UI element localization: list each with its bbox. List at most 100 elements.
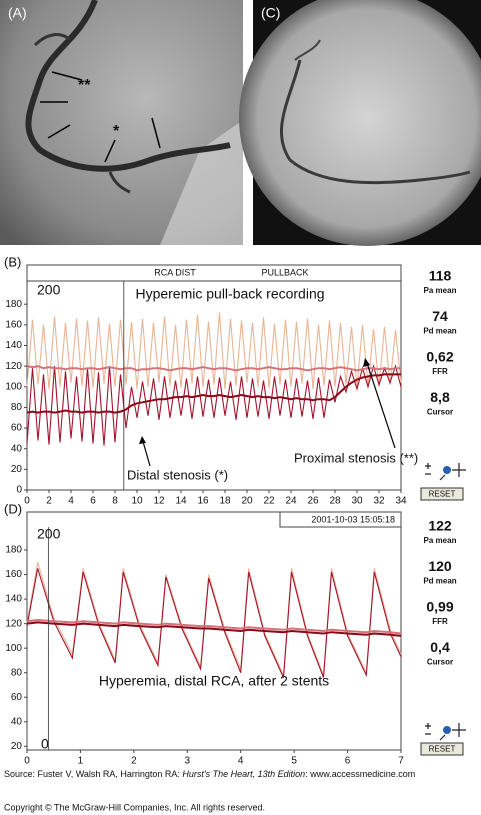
y-tick-label: 20: [11, 741, 23, 752]
x-tick-label: 10: [131, 496, 143, 507]
y-tick-label: 140: [5, 594, 22, 605]
readout-value: 0,4: [430, 639, 450, 655]
pressure-line: [26, 364, 402, 446]
y-tick-label: 80: [11, 402, 23, 413]
x-tick-label: 4: [68, 496, 74, 507]
x-tick-label: 28: [329, 496, 341, 507]
pressure-line: [26, 562, 402, 676]
readout-label: Pa mean: [424, 286, 457, 295]
annotation: Proximal stenosis (**): [294, 450, 418, 465]
header-text: PULLBACK: [261, 267, 308, 277]
y-tick-label: 40: [11, 443, 23, 454]
reset-label: RESET: [429, 745, 456, 754]
readout-label: Pd mean: [423, 327, 456, 336]
pressure-line: [26, 618, 402, 635]
x-tick-label: 2: [46, 496, 52, 507]
x-tick-label: 18: [219, 496, 231, 507]
panel-label: (C): [261, 5, 280, 21]
annotation: Distal stenosis (*): [127, 467, 228, 482]
reset-button[interactable]: [420, 487, 464, 501]
annotation-arrow: [365, 359, 396, 449]
y-tick-label: 160: [5, 320, 22, 331]
plot-frame: [26, 511, 402, 751]
arrow-head: [363, 358, 370, 367]
readout-value: 120: [428, 558, 452, 574]
y-tick-label: 180: [5, 299, 22, 310]
chart-title: Hyperemia, distal RCA, after 2 stents: [99, 673, 329, 689]
readout-label: Pd mean: [423, 577, 456, 586]
y-tick-label: 100: [5, 381, 22, 392]
header-text: 2001-10-03 15:05:18: [311, 514, 395, 524]
readout-value: 118: [429, 268, 452, 284]
x-tick-label: 1: [78, 756, 84, 767]
readout-value: 8,8: [430, 389, 450, 405]
pressure-line: [26, 568, 402, 678]
zoom-icons: [425, 463, 466, 481]
x-tick-label: 2: [131, 756, 137, 767]
y-tick-label: 100: [5, 643, 22, 654]
x-tick-label: 3: [185, 756, 191, 767]
source-suffix: : www.accessmedicine.com: [305, 769, 415, 779]
x-tick-label: 20: [241, 496, 253, 507]
readout-value: 0,62: [426, 349, 453, 365]
y-tick-label: 60: [11, 692, 23, 703]
x-tick-label: 22: [263, 496, 275, 507]
x-tick-label: 32: [373, 496, 385, 507]
chart-title: Hyperemic pull-back recording: [135, 286, 324, 302]
annotation: **: [78, 77, 91, 94]
zoom-icon: [443, 726, 451, 734]
scale-label: 200: [37, 526, 61, 542]
x-tick-label: 6: [90, 496, 96, 507]
scale-label: 0: [41, 736, 49, 752]
source-prefix: Source: Fuster V, Walsh RA, Harrington R…: [4, 769, 182, 779]
panel-label: (A): [8, 5, 27, 21]
x-tick-label: 7: [398, 756, 404, 767]
header-box: [279, 511, 402, 528]
angiogram-c: (C): [239, 0, 481, 246]
source-title: Hurst's The Heart, 13th Edition: [182, 769, 305, 779]
header-text: RCA DIST: [154, 267, 196, 277]
reset-button[interactable]: [420, 742, 464, 756]
x-tick-label: 14: [175, 496, 187, 507]
readout-label: Pa mean: [424, 536, 457, 545]
x-tick-label: 12: [153, 496, 165, 507]
scale-label: 200: [37, 282, 61, 298]
zoom-icons: [425, 723, 466, 741]
x-tick-label: 5: [291, 756, 297, 767]
angiogram-a: (A) ** *: [0, 0, 243, 245]
readout-label: FFR: [432, 367, 448, 376]
x-tick-label: 16: [197, 496, 209, 507]
x-tick-label: 4: [238, 756, 244, 767]
readout-value: 74: [432, 308, 448, 324]
y-tick-label: 140: [5, 340, 22, 351]
zoom-icon: [443, 466, 451, 474]
x-tick-label: 24: [285, 496, 297, 507]
y-tick-label: 20: [11, 464, 23, 475]
panel-label: (B): [4, 254, 21, 269]
x-tick-label: 0: [24, 756, 30, 767]
readout-value: 122: [428, 518, 452, 534]
pressure-line: [26, 621, 402, 637]
y-tick-label: 80: [11, 667, 23, 678]
footer-copyright: Copyright © The McGraw-Hill Companies, I…: [4, 802, 265, 812]
y-tick-label: 120: [5, 361, 22, 372]
y-tick-label: 160: [5, 569, 22, 580]
pressure-line: [26, 312, 402, 389]
y-tick-label: 40: [11, 716, 23, 727]
pressure-line: [26, 373, 401, 414]
panel-label: (D): [4, 501, 22, 516]
x-tick-label: 26: [307, 496, 319, 507]
readout-label: Cursor: [427, 408, 453, 417]
y-tick-label: 60: [11, 423, 23, 434]
footer-source: Source: Fuster V, Walsh RA, Harrington R…: [4, 769, 415, 779]
reset-label: RESET: [429, 490, 456, 499]
y-tick-label: 120: [5, 618, 22, 629]
readout-label: FFR: [432, 617, 448, 626]
x-tick-label: 34: [395, 496, 407, 507]
readout-value: 0,99: [426, 599, 453, 615]
readout-label: Cursor: [427, 658, 453, 667]
y-tick-label: 0: [16, 485, 22, 496]
annotation: *: [113, 123, 120, 140]
pressure-line: [26, 365, 401, 372]
